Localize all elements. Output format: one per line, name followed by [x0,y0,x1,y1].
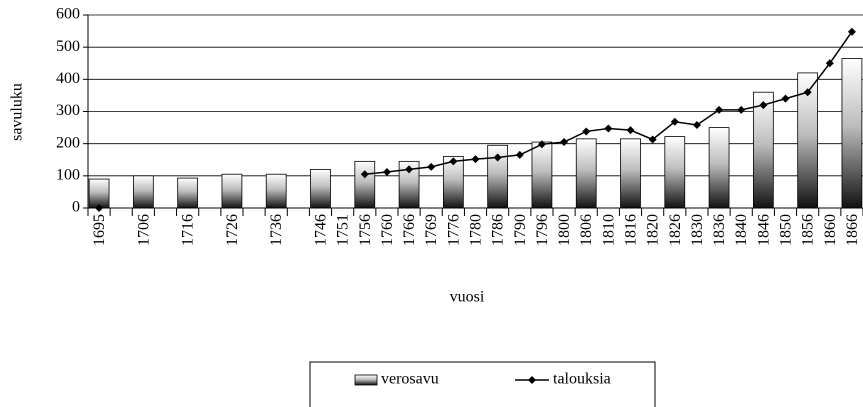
line-marker [360,170,369,179]
line-marker [715,105,724,114]
x-tick-label: 1746 [313,214,330,246]
line-marker [825,59,834,68]
line-marker [803,88,812,97]
legend-label: talouksia [553,371,611,388]
bar [620,138,641,209]
x-tick-label: 1766 [401,214,418,246]
legend-swatch [354,374,378,386]
x-tick-label: 1796 [534,214,551,246]
x-tick-label: 1846 [755,214,772,246]
y-tick-label: 500 [56,38,80,55]
y-tick-label: 400 [56,70,80,87]
bar [664,136,686,209]
y-tick-label: 100 [56,167,80,184]
line [364,31,853,175]
y-tick-label: 600 [56,6,80,23]
y-tick-label: 200 [56,134,80,151]
line-marker [781,94,790,103]
bar [132,175,154,209]
x-tick-label: 1751 [335,214,352,246]
x-tick-label: 1776 [445,214,462,246]
line-marker [648,135,657,144]
x-tick-label: 1836 [711,214,728,246]
x-tick-label: 1706 [135,214,152,246]
y-tick-label: 300 [56,102,80,119]
x-tick-label: 1820 [645,214,662,246]
x-tick-label: 1826 [667,214,684,246]
line-marker [515,150,524,159]
x-tick-label: 1769 [423,214,440,246]
x-tick-label: 1716 [180,214,197,246]
bar [575,138,597,209]
line-marker [759,101,768,110]
bar [354,160,376,209]
line-marker [449,157,458,166]
x-tick-label: 1810 [600,214,617,246]
line-marker [471,155,480,164]
bar [841,58,863,209]
x-tick-label: 1860 [822,214,839,246]
line-marker [582,127,591,136]
bar [531,141,553,209]
x-tick-label: 1790 [512,214,529,246]
x-tick-label: 1866 [844,214,861,246]
line-marker [560,138,569,147]
x-tick-label: 1806 [578,214,595,246]
x-tick-label: 1695 [91,214,108,246]
line-marker [537,140,546,149]
x-tick-label: 1760 [379,214,396,246]
bar [177,177,199,209]
legend-label: verosavu [381,371,439,388]
line-marker [692,121,701,130]
bar [310,168,331,209]
line-marker [604,124,613,133]
x-tick-label: 1830 [689,214,706,246]
line-marker [493,153,502,162]
bar [708,127,730,209]
legend: verosavu talouksia [354,371,611,388]
line-marker [670,117,679,126]
bar [752,91,774,209]
x-tick-label: 1780 [468,214,485,246]
line-marker [405,165,414,174]
line-marker [847,27,856,36]
x-tick-label: 1816 [623,214,640,246]
line-marker [382,167,391,176]
legend-marker [528,376,536,384]
x-tick-label: 1850 [778,214,795,246]
x-tick-label: 1726 [224,214,241,246]
bar [265,173,287,209]
x-tick-label: 1856 [800,214,817,246]
x-axis-title: vuosi [450,289,485,306]
x-tick-label: 1800 [556,214,573,246]
y-tick-label: 0 [72,199,80,216]
line-marker [427,162,436,171]
bar [88,178,110,209]
bar [221,173,243,209]
x-tick-label: 1736 [268,214,285,246]
line-marker [737,105,746,114]
x-tick-label: 1840 [733,214,750,246]
line-marker [626,126,635,135]
x-tick-label: 1786 [490,214,507,246]
y-axis-title: savuluku [9,83,26,141]
x-tick-label: 1756 [357,214,374,246]
